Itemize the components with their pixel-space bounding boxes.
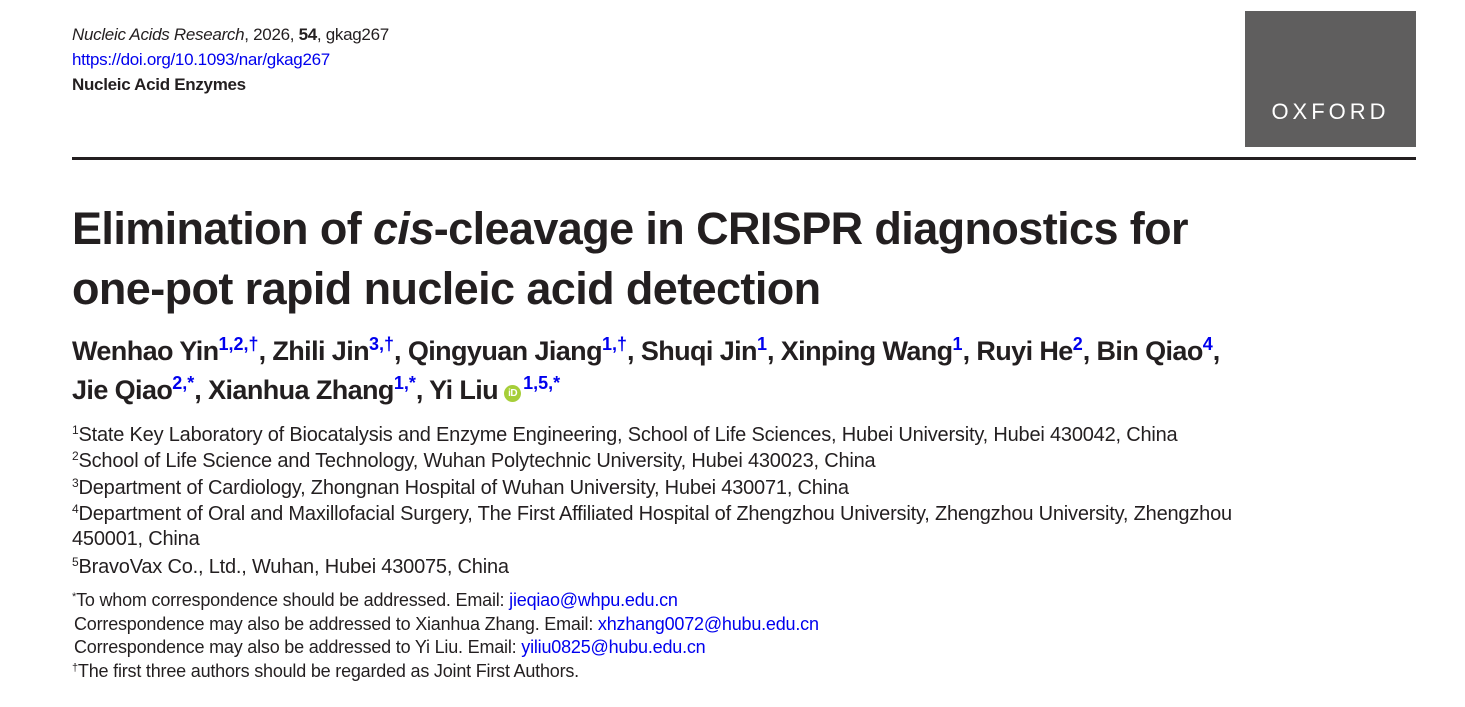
email-link[interactable]: jieqiao@whpu.edu.cn <box>509 590 678 610</box>
author-affiliation-marks[interactable]: 1,5,* <box>523 373 561 393</box>
affiliation-text: School of Life Science and Technology, W… <box>78 450 876 473</box>
logo-text: OXFORD <box>1271 99 1390 124</box>
author-separator: , <box>962 336 977 366</box>
author-affiliation-marks[interactable]: 2 <box>1072 334 1083 354</box>
journal-name: Nucleic Acids Research <box>72 25 245 44</box>
affiliation-text: Department of Cardiology, Zhongnan Hospi… <box>78 476 849 499</box>
title-text: -cleavage in CRISPR diagnostics for <box>433 203 1189 254</box>
correspondence-line: *To whom correspondence should be addres… <box>72 590 678 611</box>
author-name[interactable]: Bin Qiao <box>1096 336 1204 366</box>
correspondence-text: To whom correspondence should be address… <box>76 590 510 610</box>
email-link[interactable]: yiliu0825@hubu.edu.cn <box>521 637 706 657</box>
author-separator: , <box>258 336 273 366</box>
affiliation-number: 5 <box>72 554 79 569</box>
title-text: Elimination of <box>72 203 373 254</box>
author-affiliation-marks[interactable]: 1,† <box>601 334 628 354</box>
affiliation-continued: 450001, China <box>72 528 200 551</box>
affiliation-text: BravoVax Co., Ltd., Wuhan, Hubei 430075,… <box>78 555 509 578</box>
correspondence-line: Correspondence may also be addressed to … <box>74 637 706 658</box>
author-name[interactable]: Jie Qiao <box>72 375 173 405</box>
affiliation-number: 1 <box>72 423 79 437</box>
affiliation-text: Department of Oral and Maxillofacial Sur… <box>78 502 1232 525</box>
author-name[interactable]: Shuqi Jin <box>640 336 758 366</box>
affiliation: 3Department of Cardiology, Zhongnan Hosp… <box>72 476 849 500</box>
author-affiliation-marks[interactable]: 1,2,† <box>218 334 259 354</box>
correspondence-text: Correspondence may also be addressed to … <box>74 613 598 634</box>
author-separator: , <box>1082 336 1097 366</box>
section-label: Nucleic Acid Enzymes <box>72 75 246 94</box>
author-separator: , <box>1212 336 1220 366</box>
affiliation-text: State Key Laboratory of Biocatalysis and… <box>78 424 1178 446</box>
citation-line: Nucleic Acids Research, 2026, 54, gkag26… <box>72 25 389 45</box>
author-separator: , <box>194 375 209 405</box>
author-name[interactable]: Xianhua Zhang <box>208 375 394 405</box>
affiliation: 1State Key Laboratory of Biocatalysis an… <box>72 423 1178 447</box>
affiliation-number: 4 <box>72 501 79 516</box>
authors-line2: Jie Qiao2,*, Xianhua Zhang1,*, Yi Liu iD1… <box>72 373 560 406</box>
author-separator: , <box>415 375 430 405</box>
affiliation-number: 3 <box>72 475 79 490</box>
author-name[interactable]: Wenhao Yin <box>72 336 219 366</box>
affiliation-number: 2 <box>72 449 79 464</box>
author-affiliation-marks[interactable]: 1 <box>952 334 963 354</box>
footnote-mark: * <box>72 591 77 603</box>
author-name[interactable]: Qingyuan Jiang <box>407 336 603 366</box>
volume: 54 <box>298 25 318 44</box>
author-affiliation-marks[interactable]: 1 <box>756 334 767 354</box>
author-name[interactable]: Zhili Jin <box>272 336 369 366</box>
correspondence-line: Correspondence may also be addressed to … <box>74 614 819 635</box>
author-affiliation-marks[interactable]: 3,† <box>369 334 395 354</box>
email-link[interactable]: xhzhang0072@hubu.edu.cn <box>597 613 819 634</box>
author-affiliation-marks[interactable]: 4 <box>1202 334 1213 354</box>
affiliation: 4Department of Oral and Maxillofacial Su… <box>72 502 1232 526</box>
orcid-icon[interactable]: iD <box>504 385 522 402</box>
paper-title-line2: one-pot rapid nucleic acid detection <box>72 263 821 314</box>
year: , 2026, <box>244 25 299 44</box>
correspondence-line: †The first three authors should be regar… <box>72 661 579 682</box>
affiliation: 2School of Life Science and Technology, … <box>72 449 876 473</box>
author-separator: , <box>394 336 408 366</box>
affiliation: 5BravoVax Co., Ltd., Wuhan, Hubei 430075… <box>72 555 509 579</box>
correspondence-text: The first three authors should be regard… <box>77 660 579 681</box>
footnote-mark: † <box>72 661 78 674</box>
oxford-logo: OXFORD <box>1245 11 1416 147</box>
title-italic: cis <box>373 203 434 254</box>
article-id: , gkag267 <box>316 25 389 44</box>
paper-title-line1: Elimination of cis-cleavage in CRISPR di… <box>72 203 1189 255</box>
authors-line1: Wenhao Yin1,2,†, Zhili Jin3,†, Qingyuan … <box>72 334 1220 367</box>
author-name[interactable]: Xinping Wang <box>780 336 953 366</box>
author-affiliation-marks[interactable]: 2,* <box>172 373 195 393</box>
author-name[interactable]: Yi Liu <box>429 375 499 405</box>
header-divider <box>72 157 1416 160</box>
author-name[interactable]: Ruyi He <box>976 336 1073 366</box>
author-separator: , <box>627 336 641 366</box>
author-separator: , <box>766 336 781 366</box>
doi-link[interactable]: https://doi.org/10.1093/nar/gkag267 <box>72 50 330 69</box>
author-affiliation-marks[interactable]: 1,* <box>393 373 416 393</box>
correspondence-text: Correspondence may also be addressed to … <box>74 637 522 657</box>
